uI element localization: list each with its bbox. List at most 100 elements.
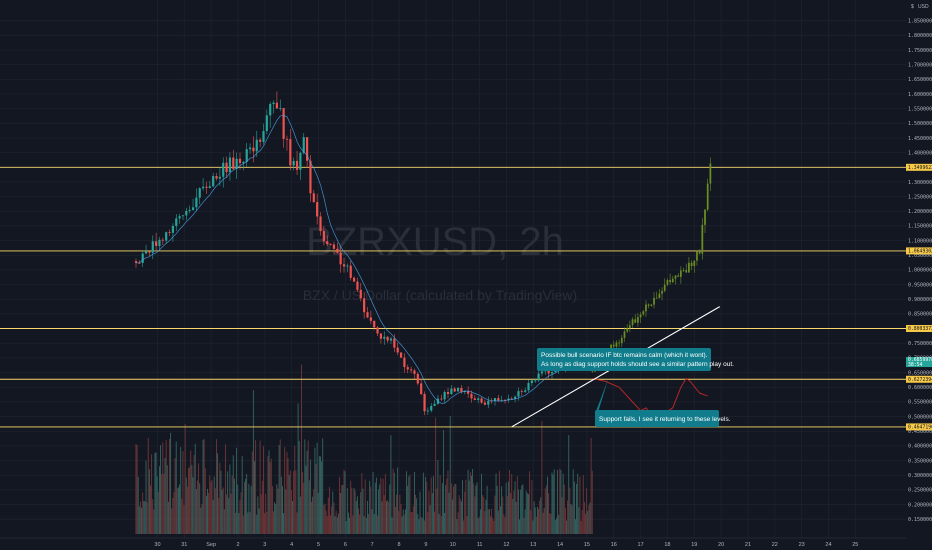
volume-bar bbox=[521, 485, 523, 534]
volume-bar bbox=[468, 480, 470, 534]
time-tick-label: 30 bbox=[154, 542, 160, 548]
volume-bar bbox=[512, 498, 514, 534]
candle-body bbox=[376, 327, 379, 334]
candle-body bbox=[245, 149, 248, 162]
volume-bar bbox=[286, 452, 288, 534]
volume-bar bbox=[293, 471, 295, 534]
volume-bar bbox=[205, 495, 207, 534]
volume-bar bbox=[524, 509, 526, 534]
volume-bar bbox=[366, 500, 368, 534]
volume-bar bbox=[315, 463, 317, 534]
volume-bar bbox=[490, 516, 491, 534]
bear-callout[interactable]: Support fails, I see it returning to the… bbox=[595, 378, 731, 427]
candle-body bbox=[507, 398, 510, 401]
bull-projection-candle-body bbox=[693, 260, 696, 267]
bull-callout[interactable]: Possible bull scenario IF btc remains ca… bbox=[537, 348, 734, 372]
volume-bar bbox=[369, 480, 371, 534]
volume-bar bbox=[328, 486, 330, 534]
candle-body bbox=[386, 336, 389, 341]
volume-bar bbox=[245, 478, 246, 534]
volume-bar bbox=[362, 488, 364, 534]
grid bbox=[0, 0, 906, 538]
candle-body bbox=[477, 398, 480, 400]
volume-bar bbox=[545, 485, 547, 534]
volume-bar bbox=[398, 511, 400, 534]
volume-bar bbox=[577, 473, 579, 534]
volume-bar bbox=[504, 517, 506, 534]
volume-bar bbox=[232, 455, 234, 534]
volume-bar bbox=[421, 517, 423, 534]
volume-bar bbox=[303, 482, 305, 534]
volume-bar bbox=[522, 484, 524, 534]
volume-bar bbox=[538, 508, 539, 534]
volume-bar bbox=[229, 464, 231, 534]
candle-body bbox=[272, 102, 275, 105]
volume-bar bbox=[378, 489, 380, 534]
volume-bar bbox=[386, 501, 387, 534]
candle-body bbox=[265, 115, 268, 131]
volume-bar bbox=[285, 489, 287, 534]
volume-bar bbox=[477, 518, 479, 534]
candle-body bbox=[262, 130, 265, 142]
candle-body bbox=[295, 160, 299, 170]
volume-bar bbox=[220, 470, 222, 534]
volume-bar bbox=[164, 457, 166, 534]
volume-bar bbox=[339, 477, 340, 534]
volume-bar bbox=[275, 503, 277, 534]
volume-bar bbox=[563, 484, 565, 534]
volume-bar bbox=[399, 494, 401, 534]
volume-bar bbox=[381, 501, 383, 534]
volume-bar bbox=[200, 507, 202, 534]
volume-bar bbox=[573, 481, 575, 534]
volume-bar bbox=[547, 476, 548, 534]
volume-bar bbox=[561, 497, 563, 534]
current-price-tag bbox=[906, 357, 932, 368]
bull-projection-candle-body bbox=[620, 337, 623, 344]
volume-bar bbox=[424, 520, 425, 534]
level-price-tag bbox=[906, 423, 932, 431]
candle-body bbox=[218, 176, 221, 179]
volume-bar bbox=[523, 517, 525, 534]
candle-body bbox=[342, 264, 346, 267]
volume-bar bbox=[217, 453, 219, 534]
volume-bar bbox=[407, 485, 409, 534]
bull-projection-candle-body bbox=[709, 163, 712, 184]
candle-body bbox=[289, 139, 292, 166]
time-axis[interactable]: 30 31 Sep 2 3 4 5 6 7 8 9 10 11 12 13 14 15 16 17 18 19 20 21 2… bbox=[0, 537, 932, 550]
horizontal-levels[interactable] bbox=[0, 166, 906, 428]
volume-bar bbox=[203, 438, 205, 534]
volume-bar bbox=[484, 511, 486, 534]
volume-bar bbox=[324, 503, 326, 534]
volume-bar bbox=[434, 511, 435, 534]
currency-header[interactable]: $ USD bbox=[911, 4, 929, 10]
volume-bar bbox=[375, 477, 377, 534]
volume-bar bbox=[271, 486, 273, 534]
volume-bar bbox=[552, 474, 554, 534]
volume-bar bbox=[210, 481, 212, 534]
volume-bar bbox=[479, 509, 481, 534]
volume-bar bbox=[266, 511, 268, 534]
volume-bar bbox=[364, 479, 366, 534]
bull-projection-candle-body bbox=[645, 304, 647, 312]
volume-bar bbox=[457, 512, 459, 534]
volume-bar bbox=[191, 464, 193, 534]
volume-bar bbox=[267, 455, 269, 534]
volume-bar bbox=[466, 515, 468, 534]
candle-body bbox=[399, 352, 403, 358]
volume-bar bbox=[383, 495, 385, 534]
volume-bar bbox=[409, 474, 411, 534]
volume-bar bbox=[503, 514, 505, 534]
bull-projection-candle-body bbox=[639, 314, 642, 318]
volume-bar bbox=[533, 501, 535, 534]
volume-bar bbox=[336, 517, 338, 534]
volume-bar bbox=[511, 474, 513, 534]
price-tick-label: 1.1000000 bbox=[908, 238, 932, 244]
volume-bar bbox=[301, 364, 302, 534]
